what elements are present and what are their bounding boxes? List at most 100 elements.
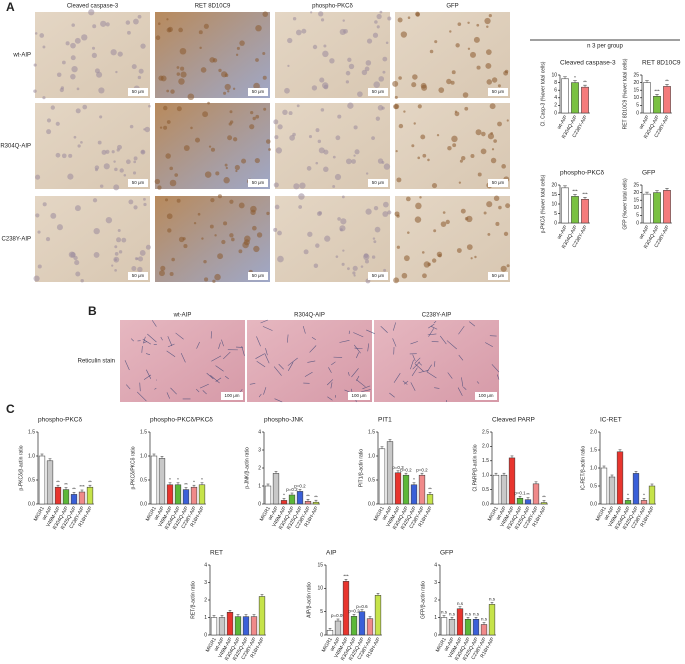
column-header: C238Y-AIP bbox=[422, 313, 451, 319]
fiber bbox=[256, 336, 261, 347]
cell bbox=[255, 24, 262, 32]
cell bbox=[365, 60, 372, 66]
micrograph bbox=[247, 320, 372, 402]
y-tick-label: 4 bbox=[204, 562, 207, 568]
fiber bbox=[170, 387, 177, 395]
scale-bar-label: 50 μm bbox=[252, 180, 265, 185]
fiber bbox=[362, 385, 371, 390]
cell bbox=[366, 38, 373, 44]
significance: ** bbox=[583, 79, 587, 84]
fiber bbox=[485, 342, 493, 348]
cell bbox=[475, 129, 482, 136]
cell bbox=[490, 157, 497, 164]
cell bbox=[501, 164, 506, 169]
cell bbox=[342, 19, 345, 22]
cell bbox=[485, 49, 492, 56]
cell bbox=[382, 211, 389, 217]
bar bbox=[402, 474, 410, 505]
cell bbox=[207, 101, 210, 105]
cell bbox=[163, 125, 168, 130]
cell bbox=[33, 89, 37, 93]
cell bbox=[351, 159, 356, 164]
significance: *** bbox=[79, 484, 85, 489]
fiber bbox=[331, 361, 336, 366]
y-tick-label: 1.5 bbox=[28, 429, 35, 435]
significance: ** bbox=[314, 494, 318, 499]
cell bbox=[224, 163, 228, 167]
fiber bbox=[418, 370, 429, 374]
cell bbox=[197, 212, 201, 216]
bar bbox=[190, 486, 198, 505]
cell bbox=[74, 260, 80, 266]
y-tick-label: 1.0 bbox=[28, 453, 35, 459]
cell bbox=[394, 103, 400, 110]
cell bbox=[466, 215, 473, 223]
cell bbox=[75, 108, 81, 114]
bar bbox=[250, 616, 258, 636]
cell bbox=[436, 251, 443, 257]
cell bbox=[292, 17, 297, 21]
cell bbox=[71, 66, 78, 73]
chart-title: Cleaved caspase-3 bbox=[560, 60, 616, 67]
cell bbox=[381, 106, 385, 110]
fiber bbox=[476, 381, 480, 384]
scale-box bbox=[488, 88, 508, 96]
y-tick-label: 0.5 bbox=[482, 487, 489, 493]
cell bbox=[364, 259, 369, 264]
cell bbox=[332, 155, 336, 159]
y-tick-label: 2 bbox=[434, 597, 437, 603]
cell bbox=[277, 124, 283, 130]
fiber bbox=[367, 343, 370, 352]
y-tick-label: 0 bbox=[258, 501, 261, 507]
cell bbox=[450, 80, 455, 85]
cell bbox=[131, 64, 137, 70]
scale-box bbox=[475, 392, 497, 400]
bar bbox=[426, 494, 434, 505]
bar bbox=[663, 190, 671, 224]
chart-title: phospho-JNK bbox=[264, 417, 304, 424]
group-note: n 3 per group bbox=[587, 44, 623, 50]
cell bbox=[365, 172, 369, 175]
cell bbox=[470, 257, 473, 260]
fiber bbox=[130, 338, 134, 342]
cell bbox=[397, 17, 403, 23]
cell bbox=[440, 221, 447, 227]
cell bbox=[296, 104, 300, 108]
cell bbox=[42, 45, 46, 49]
bar bbox=[456, 608, 464, 636]
y-tick-label: 1 bbox=[434, 615, 437, 621]
cell bbox=[140, 43, 146, 49]
cell bbox=[35, 174, 41, 180]
cell bbox=[236, 46, 240, 50]
bar bbox=[624, 500, 632, 505]
cell bbox=[263, 107, 267, 111]
cell bbox=[232, 87, 236, 90]
cell bbox=[165, 153, 171, 159]
cell bbox=[180, 71, 187, 78]
cell bbox=[451, 70, 456, 75]
significance: n.s bbox=[457, 601, 464, 606]
bar bbox=[296, 491, 304, 505]
fiber bbox=[414, 357, 421, 364]
micrograph bbox=[155, 103, 270, 189]
cell bbox=[277, 255, 284, 263]
y-tick-label: 1.0 bbox=[482, 473, 489, 479]
row-label: wt-AIP bbox=[12, 53, 31, 59]
significance: n.s bbox=[473, 611, 480, 616]
cell bbox=[256, 232, 263, 238]
cell bbox=[140, 149, 146, 155]
cell bbox=[340, 218, 347, 225]
fiber bbox=[196, 341, 200, 349]
cell bbox=[176, 66, 180, 69]
cell bbox=[166, 89, 170, 93]
cell bbox=[306, 166, 312, 171]
cell bbox=[381, 161, 385, 164]
fiber bbox=[392, 338, 397, 347]
y-tick-label: 1 bbox=[204, 615, 207, 621]
cell bbox=[371, 136, 375, 140]
cell bbox=[174, 173, 179, 177]
significance: p=0.2 bbox=[348, 609, 360, 614]
cell bbox=[77, 144, 81, 148]
scale-box bbox=[248, 272, 268, 280]
cell bbox=[287, 37, 293, 44]
